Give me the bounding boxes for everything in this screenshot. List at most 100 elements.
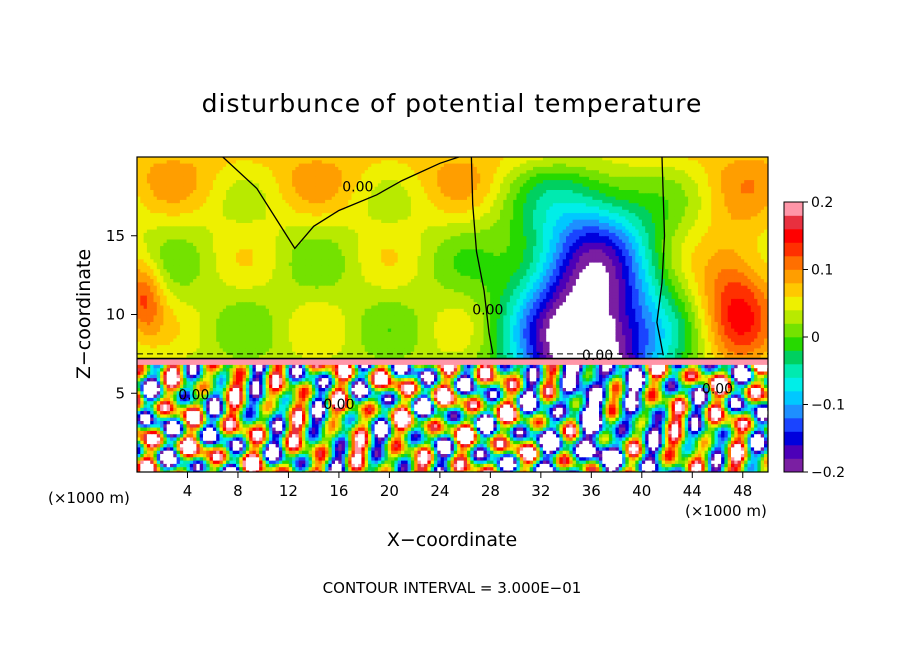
- field-cell: [288, 157, 293, 161]
- field-cell: [265, 196, 270, 201]
- field-cell: [559, 226, 564, 230]
- field-cell: [361, 173, 366, 178]
- field-cell: [721, 160, 725, 164]
- field-cell: [285, 206, 290, 211]
- field-cell: [592, 232, 597, 237]
- field-cell: [704, 206, 709, 211]
- field-cell: [236, 213, 240, 217]
- field-cell: [589, 232, 593, 237]
- field-cell: [457, 157, 461, 161]
- field-cell: [305, 190, 309, 194]
- field-cell: [678, 157, 682, 161]
- field-cell: [519, 180, 524, 184]
- field-cell: [582, 229, 587, 234]
- field-cell: [150, 223, 154, 227]
- field-cell: [417, 190, 422, 194]
- field-cell: [199, 180, 204, 184]
- field-cell: [546, 229, 550, 234]
- field-cell: [199, 186, 204, 191]
- field-cell: [209, 166, 214, 171]
- field-cell: [292, 173, 296, 178]
- field-cell: [457, 160, 461, 164]
- field-cell: [470, 236, 474, 240]
- field-cell: [173, 229, 177, 234]
- field-cell: [513, 199, 517, 204]
- field-cell: [328, 186, 333, 191]
- field-cell: [430, 209, 435, 214]
- field-cell: [750, 170, 755, 174]
- field-cell: [750, 216, 755, 221]
- field-cell: [536, 232, 540, 237]
- field-cell: [259, 232, 263, 237]
- field-cell: [417, 193, 422, 197]
- field-cell: [245, 193, 250, 197]
- field-cell: [232, 176, 237, 181]
- field-cell: [341, 190, 346, 194]
- field-cell: [707, 186, 712, 191]
- field-cell: [315, 183, 319, 188]
- field-cell: [368, 203, 372, 207]
- field-cell: [678, 239, 682, 244]
- field-cell: [275, 236, 280, 240]
- field-cell: [622, 219, 626, 224]
- field-cell: [486, 170, 491, 174]
- field-cell: [737, 186, 742, 191]
- field-cell: [628, 166, 633, 171]
- field-cell: [371, 236, 375, 240]
- field-cell: [318, 199, 323, 204]
- field-cell: [160, 213, 164, 217]
- field-cell: [447, 226, 451, 230]
- field-cell: [575, 199, 580, 204]
- field-cell: [344, 190, 349, 194]
- field-cell: [476, 223, 481, 227]
- field-cell: [608, 206, 613, 211]
- field-cell: [447, 236, 451, 240]
- field-cell: [585, 176, 590, 181]
- field-cell: [239, 173, 243, 178]
- field-cell: [529, 196, 534, 201]
- field-cell: [608, 176, 613, 181]
- field-cell: [539, 176, 544, 181]
- field-cell: [513, 173, 517, 178]
- field-cell: [377, 229, 382, 234]
- field-cell: [143, 229, 148, 234]
- field-cell: [579, 163, 583, 168]
- field-cell: [483, 199, 488, 204]
- field-cell: [496, 180, 501, 184]
- field-cell: [285, 196, 290, 201]
- field-cell: [714, 160, 719, 164]
- field-cell: [681, 183, 686, 188]
- field-cell: [638, 157, 643, 161]
- field-cell: [562, 190, 567, 194]
- field-cell: [453, 219, 458, 224]
- field-cell: [575, 209, 580, 214]
- field-cell: [506, 236, 511, 240]
- field-cell: [645, 223, 649, 227]
- field-cell: [681, 216, 686, 221]
- field-cell: [249, 160, 253, 164]
- field-cell: [490, 173, 494, 178]
- field-cell: [625, 186, 630, 191]
- field-cell: [140, 166, 144, 171]
- field-cell: [420, 219, 425, 224]
- field-cell: [533, 173, 537, 178]
- field-cell: [500, 206, 504, 211]
- field-cell: [146, 173, 151, 178]
- field-cell: [556, 229, 560, 234]
- field-cell: [556, 190, 560, 194]
- field-cell: [232, 163, 237, 168]
- field-cell: [556, 173, 560, 178]
- field-cell: [674, 163, 679, 168]
- field-cell: [381, 229, 385, 234]
- field-cell: [292, 216, 296, 221]
- field-cell: [140, 226, 144, 230]
- field-cell: [592, 186, 597, 191]
- field-cell: [252, 213, 257, 217]
- field-cell: [344, 183, 349, 188]
- field-cell: [397, 160, 402, 164]
- field-cell: [252, 166, 257, 171]
- field-cell: [216, 236, 220, 240]
- field-cell: [311, 183, 316, 188]
- field-cell: [579, 206, 583, 211]
- field-cell: [737, 206, 742, 211]
